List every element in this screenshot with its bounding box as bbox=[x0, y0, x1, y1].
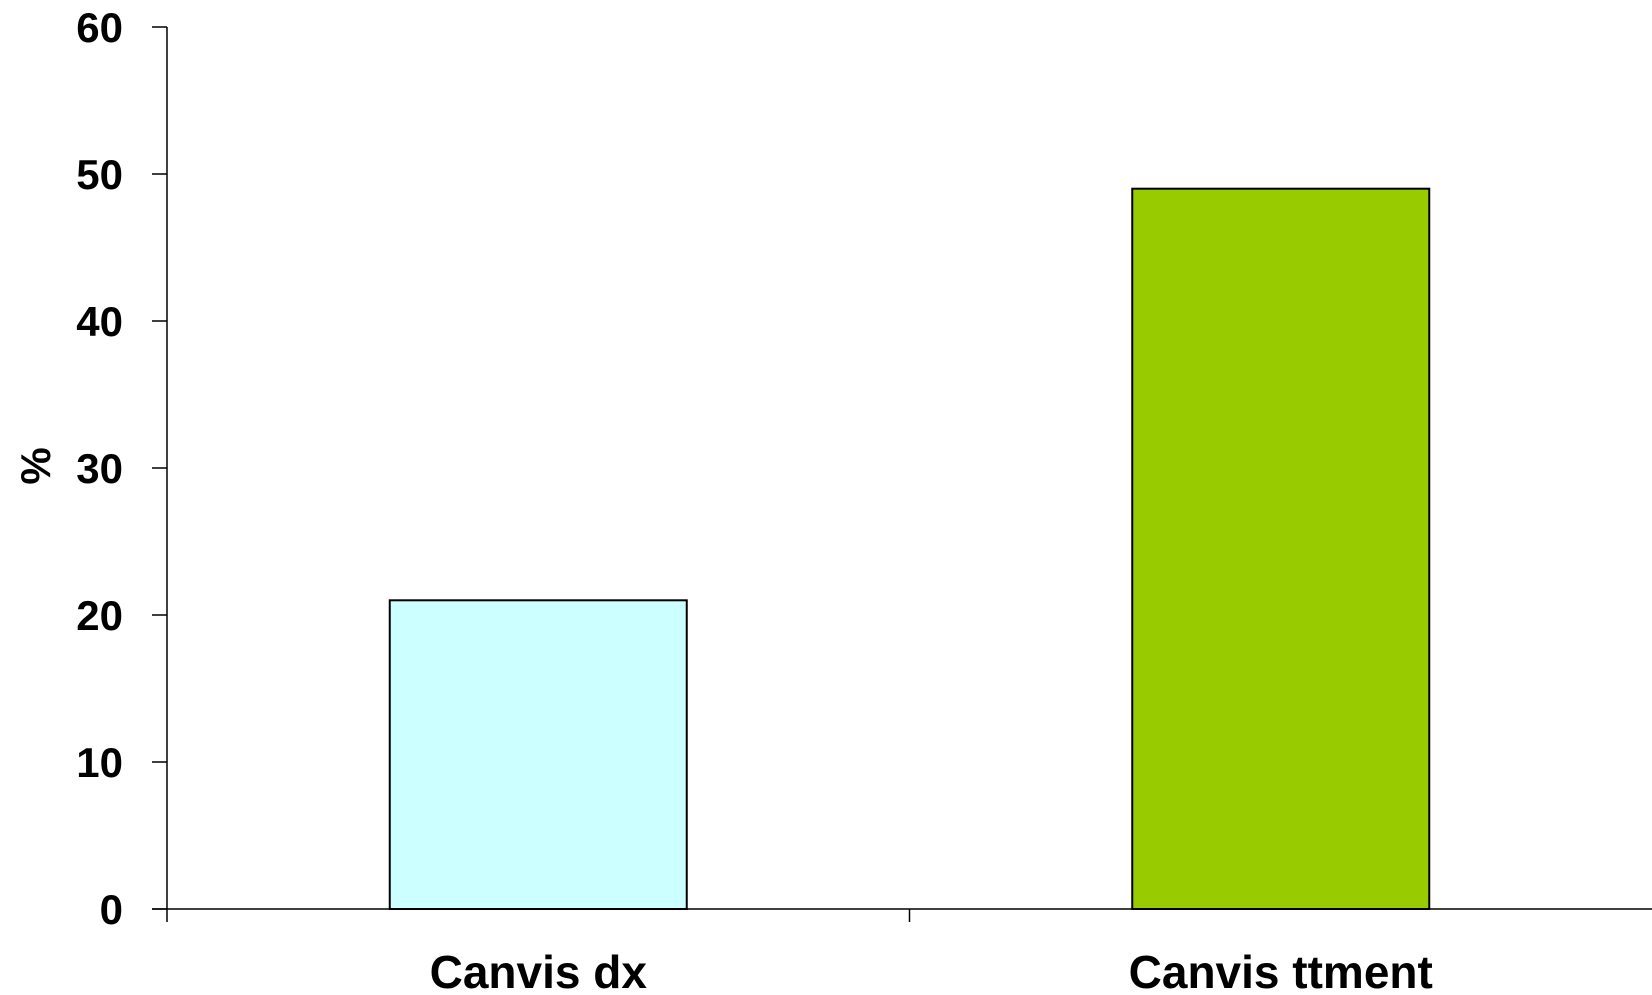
y-tick-label: 60 bbox=[76, 4, 123, 51]
bar-1 bbox=[388, 599, 688, 910]
x-category-label: Canvis dx bbox=[430, 946, 648, 995]
bar-2 bbox=[1131, 187, 1431, 910]
y-tick-label: 0 bbox=[100, 886, 123, 933]
y-tick-label: 20 bbox=[76, 592, 123, 639]
bars bbox=[388, 187, 1431, 910]
y-tick-label: 40 bbox=[76, 298, 123, 345]
x-category-label: Canvis ttment bbox=[1129, 946, 1433, 995]
y-tick-label: 30 bbox=[76, 445, 123, 492]
y-tick-label: 50 bbox=[76, 151, 123, 198]
y-tick-label: 10 bbox=[76, 739, 123, 786]
x-axis-labels: Canvis dx Canvis ttment bbox=[430, 909, 1433, 995]
y-axis-ticks: 0 10 20 30 40 50 60 bbox=[76, 4, 167, 933]
y-axis-title: % bbox=[12, 447, 59, 484]
